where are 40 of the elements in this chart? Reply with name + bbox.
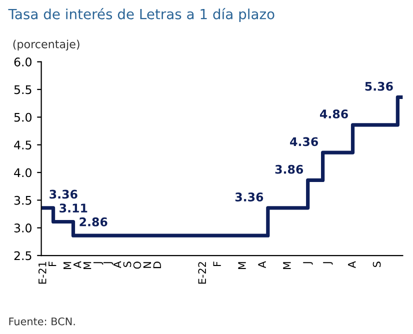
x-tick-label: A: [258, 261, 266, 268]
chart-title: Tasa de interés de Letras a 1 día plazo: [8, 8, 274, 22]
x-tick-label: M: [84, 262, 92, 270]
x-tick-label: J: [323, 262, 333, 265]
data-label: 4.86: [320, 110, 348, 118]
x-tick-label: A: [348, 261, 356, 268]
data-label: 3.86: [275, 164, 304, 174]
data-label: 3.11: [60, 204, 88, 213]
y-tick-label: 4.5: [14, 140, 32, 150]
data-label: 4.36: [290, 137, 318, 146]
x-tick-label: O: [133, 262, 142, 269]
x-tick-label: E-21: [38, 262, 46, 284]
x-tick-label: M: [64, 262, 72, 270]
y-tick-label: 3.0: [14, 224, 32, 232]
x-tick-label: J: [103, 262, 114, 265]
x-tick-label: A: [113, 261, 122, 268]
x-tick-label: E-22: [198, 262, 206, 284]
x-tick-label: D: [153, 262, 161, 268]
y-tick-label: 6.0: [14, 58, 32, 66]
x-tick-label: S: [372, 262, 381, 267]
source-note: Fuente: BCN.: [9, 317, 75, 326]
x-tick-label: A: [74, 261, 82, 268]
data-label: 3.36: [235, 192, 264, 202]
x-tick-label: F: [48, 262, 56, 266]
y-tick-label: 2.5: [14, 251, 32, 260]
y-tick-label: 5.5: [14, 85, 32, 94]
x-tick-label: J: [303, 262, 313, 265]
x-tick-label: J: [93, 262, 104, 265]
y-axis-title: (porcentaje): [13, 40, 80, 50]
data-label: 5.36: [365, 82, 393, 91]
data-label: 3.36: [50, 190, 78, 199]
y-tick-label: 3.5: [14, 196, 32, 205]
x-tick-label: F: [213, 262, 221, 266]
x-tick-label: M: [238, 262, 246, 270]
y-tick-label: 5.0: [14, 112, 32, 122]
x-tick-label: S: [123, 262, 132, 267]
x-tick-label: N: [143, 262, 151, 268]
y-tick-label: 4.0: [14, 168, 32, 178]
x-tick-label: M: [283, 262, 291, 270]
data-label: 2.86: [80, 217, 108, 226]
